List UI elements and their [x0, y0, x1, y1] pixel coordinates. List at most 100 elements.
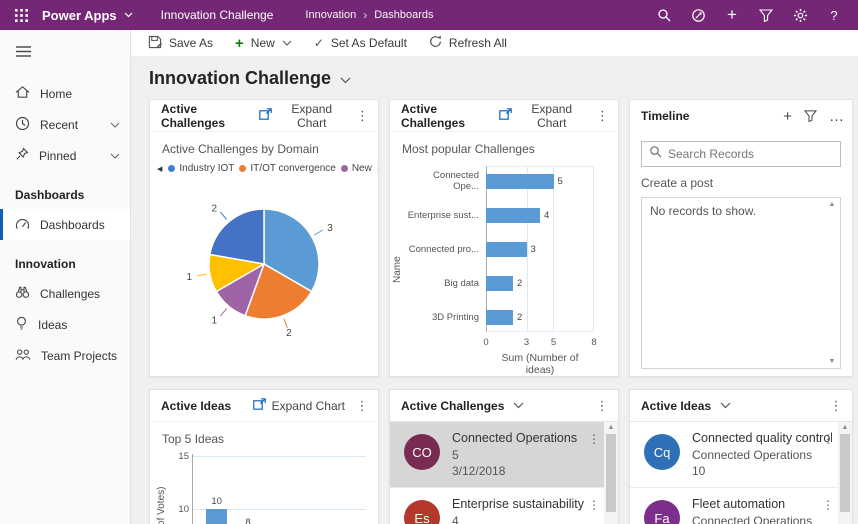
list-item[interactable]: Cq Connected quality control Connected O… — [630, 422, 852, 488]
pie-slice[interactable] — [244, 262, 313, 320]
bar-value-label: 8 — [245, 517, 251, 524]
card-timeline: Timeline + … Create a post No records t — [629, 99, 853, 377]
item-more-button[interactable]: ⋮ — [822, 498, 834, 512]
menu-icon[interactable] — [8, 36, 38, 66]
bar[interactable] — [486, 241, 527, 257]
legend-next-icon[interactable]: ▶ — [377, 165, 379, 173]
bar-column[interactable]: 10 — [206, 496, 228, 524]
pie-slice[interactable] — [263, 208, 320, 293]
legend-item[interactable]: New — [340, 163, 372, 174]
create-post-label[interactable]: Create a post — [641, 176, 714, 190]
waffle-icon[interactable] — [12, 6, 30, 24]
legend-item[interactable]: IT/OT convergence — [239, 163, 336, 174]
list-item[interactable]: CO Connected Operations 5 3/12/2018 ⋮ — [390, 422, 618, 488]
scrollbar[interactable]: ▲ ▼ — [825, 199, 839, 367]
y-tick-label: 15 — [178, 451, 189, 462]
bar[interactable] — [486, 173, 554, 189]
bar[interactable] — [486, 309, 513, 325]
sidebar-item-label: Home — [40, 86, 73, 101]
scrollbar[interactable]: ▲ — [604, 422, 618, 524]
chevron-down-icon[interactable] — [110, 122, 120, 128]
breadcrumb-current[interactable]: Dashboards — [374, 9, 434, 21]
scrollbar-thumb[interactable] — [606, 434, 616, 512]
avatar: Fa — [644, 500, 680, 524]
guided-tour-icon[interactable] — [686, 3, 710, 27]
card-more-button[interactable]: ⋮ — [355, 397, 369, 413]
refresh-all-button[interactable]: Refresh All — [418, 30, 518, 56]
bar[interactable] — [486, 207, 540, 223]
scroll-down-icon[interactable]: ▼ — [828, 358, 836, 365]
scroll-up-icon[interactable]: ▲ — [828, 201, 836, 208]
sidebar-item-recent[interactable]: Recent — [0, 109, 130, 140]
y-axis-label: Sum (Number of Votes) — [156, 454, 170, 524]
card-active-challenges-list: Active Challenges ⋮ ▲ CO Connected Opera — [389, 389, 619, 524]
bar-chart-horizontal[interactable]: Name Connected Ope... 5 Enterprise sust...… — [390, 158, 618, 376]
legend-prev-icon[interactable]: ◀ — [157, 165, 163, 173]
scroll-up-icon[interactable]: ▲ — [607, 424, 615, 431]
set-as-default-button[interactable]: ✓ Set As Default — [303, 30, 418, 56]
timeline-add-button[interactable]: + — [783, 107, 792, 125]
breadcrumb-parent[interactable]: Innovation — [305, 9, 357, 21]
filter-icon[interactable] — [754, 3, 778, 27]
scrollbar-thumb[interactable] — [840, 434, 850, 512]
sidebar-item-home[interactable]: Home — [0, 78, 130, 109]
sidebar-item-dashboards[interactable]: Dashboards — [0, 209, 130, 240]
bar[interactable] — [486, 275, 513, 291]
item-more-button[interactable]: ⋮ — [588, 498, 600, 512]
scroll-up-icon[interactable]: ▲ — [841, 424, 849, 431]
top-app-bar: Power Apps Innovation Challenge Innovati… — [0, 0, 858, 30]
list-item[interactable]: Fa Fleet automation Connected Operations… — [630, 488, 852, 524]
chevron-down-icon[interactable] — [110, 153, 120, 159]
sidebar-item-team-projects[interactable]: Team Projects — [0, 340, 130, 371]
view-selector-chevron-icon[interactable] — [720, 402, 731, 409]
bar[interactable] — [206, 509, 228, 524]
sidebar-item-pinned[interactable]: Pinned — [0, 140, 130, 171]
sidebar-item-ideas[interactable]: Ideas — [0, 309, 130, 340]
settings-gear-icon[interactable] — [788, 3, 812, 27]
new-button[interactable]: + New — [224, 30, 303, 56]
bar-row: Big data 2 — [406, 266, 608, 300]
bar-chart-vertical[interactable]: Sum (Number of Votes) 151050108776 — [150, 448, 378, 524]
avatar: CO — [404, 434, 440, 470]
list-item[interactable]: Es Enterprise sustainability 4 4/16/2018… — [390, 488, 618, 524]
pie-slice[interactable] — [208, 208, 265, 265]
search-records-input[interactable] — [668, 147, 833, 161]
help-icon[interactable]: ? — [830, 7, 838, 23]
view-selector-chevron-icon[interactable] — [513, 402, 524, 409]
bar-row: Enterprise sust... 4 — [406, 198, 608, 232]
sidebar-item-challenges[interactable]: Challenges — [0, 278, 130, 309]
scrollbar[interactable]: ▲ — [838, 422, 852, 524]
sidebar-section-heading: Dashboards — [15, 188, 85, 202]
x-tick-label: 8 — [591, 337, 597, 348]
item-more-button[interactable]: ⋮ — [822, 432, 834, 446]
brand-title[interactable]: Power Apps — [42, 7, 117, 23]
set-as-default-label: Set As Default — [330, 36, 407, 50]
save-as-button[interactable]: Save As — [137, 30, 224, 56]
card-more-button[interactable]: ⋮ — [355, 107, 369, 123]
card-more-button[interactable]: ⋮ — [595, 107, 609, 123]
timeline-more-button[interactable]: … — [829, 107, 844, 125]
dashboard-selector-chevron-icon[interactable] — [340, 77, 351, 84]
pie-chart[interactable]: 3 2 1 1 2 — [157, 178, 371, 346]
expand-chart-button[interactable]: Expand Chart — [258, 102, 346, 130]
item-more-button[interactable]: ⋮ — [588, 432, 600, 446]
timeline-filter-icon[interactable] — [804, 110, 817, 122]
card-more-button[interactable]: ⋮ — [595, 397, 609, 413]
expand-chart-button[interactable]: Expand Chart — [252, 398, 345, 413]
legend-label: New — [351, 163, 372, 174]
refresh-icon — [429, 35, 442, 51]
brand-chevron-icon[interactable] — [124, 12, 133, 18]
card-more-button[interactable]: ⋮ — [829, 397, 843, 413]
home-icon — [15, 85, 30, 102]
legend-item[interactable]: Industry IOT — [168, 163, 234, 174]
bar-column[interactable]: 8 — [238, 517, 259, 524]
expand-chart-button[interactable]: Expand Chart — [498, 102, 586, 130]
card-active-challenges-pie: Active Challenges Expand Chart ⋮ Active … — [149, 99, 379, 377]
record-name: Fleet automation — [692, 497, 786, 511]
card-active-ideas-chart: Active Ideas Expand Chart ⋮ Top 5 Ideas … — [149, 389, 379, 524]
search-icon[interactable] — [652, 3, 676, 27]
add-icon[interactable]: + — [727, 5, 737, 24]
team-people-icon — [15, 348, 31, 364]
command-bar: Save As + New ✓ Set As Default Refresh A… — [131, 30, 858, 57]
sidebar-item-label: Ideas — [38, 317, 68, 332]
